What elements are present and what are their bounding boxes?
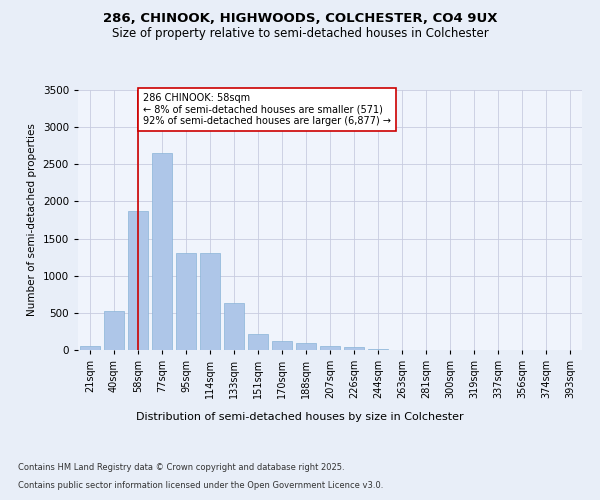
Bar — [296, 344, 316, 350]
Bar — [80, 346, 100, 350]
Bar — [104, 310, 124, 350]
Text: Contains HM Land Registry data © Crown copyright and database right 2025.: Contains HM Land Registry data © Crown c… — [18, 464, 344, 472]
Bar — [272, 341, 292, 350]
Bar — [200, 252, 220, 350]
Bar — [152, 153, 172, 350]
Text: Contains public sector information licensed under the Open Government Licence v3: Contains public sector information licen… — [18, 481, 383, 490]
Bar — [176, 252, 196, 350]
Text: Size of property relative to semi-detached houses in Colchester: Size of property relative to semi-detach… — [112, 28, 488, 40]
Text: 286, CHINOOK, HIGHWOODS, COLCHESTER, CO4 9UX: 286, CHINOOK, HIGHWOODS, COLCHESTER, CO4… — [103, 12, 497, 26]
Bar — [224, 303, 244, 350]
Bar — [344, 348, 364, 350]
Text: 286 CHINOOK: 58sqm
← 8% of semi-detached houses are smaller (571)
92% of semi-de: 286 CHINOOK: 58sqm ← 8% of semi-detached… — [143, 93, 391, 126]
Bar — [128, 211, 148, 350]
Text: Distribution of semi-detached houses by size in Colchester: Distribution of semi-detached houses by … — [136, 412, 464, 422]
Y-axis label: Number of semi-detached properties: Number of semi-detached properties — [27, 124, 37, 316]
Bar — [320, 346, 340, 350]
Bar — [248, 334, 268, 350]
